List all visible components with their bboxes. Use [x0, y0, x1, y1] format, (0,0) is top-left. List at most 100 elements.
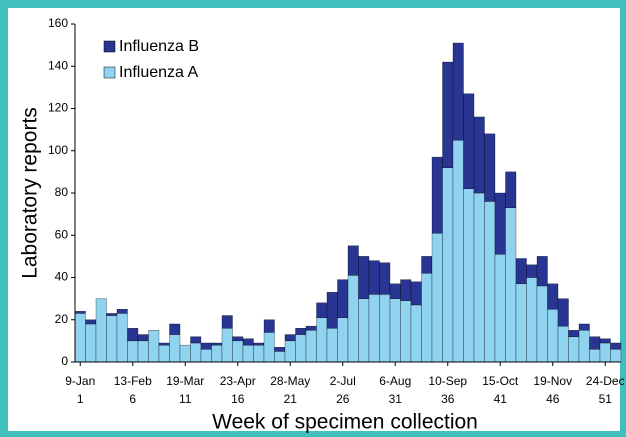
bar-segment	[337, 317, 349, 363]
x-tick-date: 19-Nov	[533, 374, 572, 388]
x-tick-label: 11	[179, 392, 192, 406]
bar-segment	[463, 93, 475, 189]
x-tick-date: 2-Jul	[330, 374, 356, 388]
x-axis-title: Week of specimen collection	[212, 411, 478, 434]
bar-segment	[85, 323, 97, 363]
bar-segment	[379, 262, 391, 295]
bar-segment	[263, 332, 275, 363]
bar-segment	[305, 325, 317, 331]
x-tick-label: 1	[77, 392, 84, 406]
bar-segment	[127, 328, 139, 342]
bar-segment	[610, 342, 622, 350]
bar-segment	[442, 167, 454, 363]
bar-segment	[410, 281, 422, 306]
bar-segment	[242, 338, 254, 346]
bar-segment	[116, 309, 128, 314]
bar-segment	[515, 283, 527, 363]
x-tick-label: 36	[441, 392, 455, 406]
bar-segment	[221, 328, 233, 363]
bar-segment	[484, 133, 496, 202]
bar-segment	[284, 334, 296, 342]
bar-segment	[295, 334, 307, 363]
bar-segment	[337, 279, 349, 318]
bar-segment	[484, 201, 496, 363]
bar-segment	[190, 336, 202, 344]
y-tick-label: 0	[61, 354, 68, 368]
bar-segment	[326, 328, 338, 363]
bar-segment	[578, 323, 590, 331]
bar-segment	[473, 192, 485, 363]
x-tick-date: 24-Dec	[586, 374, 625, 388]
bar-segment	[568, 336, 580, 363]
bar-segment	[389, 283, 401, 299]
bar-segment	[158, 342, 170, 346]
legend-swatch	[103, 40, 116, 53]
x-tick-label: 6	[129, 392, 136, 406]
bar-segment	[137, 340, 149, 363]
bar-segment	[190, 342, 202, 363]
bar-segment	[148, 330, 160, 363]
legend-text: Influenza B	[119, 38, 199, 55]
bar-segment	[74, 313, 86, 363]
x-tick-date: 15-Oct	[482, 374, 519, 388]
bar-segment	[452, 42, 464, 141]
bar-segment	[127, 340, 139, 363]
bar-segment	[379, 294, 391, 363]
bar-segment	[547, 309, 559, 363]
legend-swatch	[103, 66, 116, 79]
bar-segment	[578, 330, 590, 363]
bar-segment	[158, 344, 170, 363]
bar-segment	[358, 256, 370, 299]
bar-segment	[452, 140, 464, 363]
x-tick-label: 51	[599, 392, 613, 406]
x-tick-date: 13-Feb	[114, 374, 152, 388]
bar-segment	[421, 273, 433, 363]
bar-segment	[263, 319, 275, 333]
y-tick-label: 100	[48, 143, 68, 157]
bar-segment	[169, 334, 181, 363]
bar-segment	[274, 347, 286, 352]
bar-segment	[326, 292, 338, 329]
y-axis-title: Laboratory reports	[19, 107, 42, 279]
bar-segment	[463, 188, 475, 363]
x-tick-label: 31	[389, 392, 403, 406]
bar-segment	[221, 315, 233, 329]
bar-segment	[274, 351, 286, 363]
bar-segment	[494, 254, 506, 363]
bar-segment	[589, 336, 601, 350]
bar-segment	[368, 294, 380, 363]
bar-segment	[137, 334, 149, 342]
bar-segment	[400, 279, 412, 301]
bar-segment	[169, 323, 181, 335]
bar-segment	[232, 340, 244, 363]
bar-segment	[599, 342, 611, 363]
x-tick-date: 23-Apr	[220, 374, 256, 388]
bar-segment	[557, 298, 569, 327]
bar-segment	[106, 313, 118, 316]
bar-segment	[284, 340, 296, 363]
bar-segment	[473, 116, 485, 194]
bar-segment	[179, 344, 191, 363]
x-tick-date: 6-Aug	[379, 374, 411, 388]
bar-segment	[200, 349, 212, 363]
bar-segment	[526, 277, 538, 363]
x-tick-date: 19-Mar	[166, 374, 204, 388]
bar-segment	[95, 298, 107, 363]
bar-segment	[536, 256, 548, 287]
y-tick-label: 160	[48, 16, 68, 30]
y-tick-label: 120	[48, 101, 68, 115]
bar-segment	[389, 298, 401, 363]
bar-segment	[526, 264, 538, 278]
bar-segment	[431, 232, 443, 363]
legend-text: Influenza A	[119, 64, 199, 81]
x-tick-label: 16	[231, 392, 245, 406]
bar-segment	[347, 245, 359, 276]
bar-segment	[295, 328, 307, 335]
bar-segment	[368, 260, 380, 295]
bar-segment	[494, 192, 506, 255]
x-tick-label: 26	[336, 392, 350, 406]
bar-segment	[610, 349, 622, 363]
bar-segment	[116, 313, 128, 363]
x-tick-date: 28-May	[270, 374, 310, 388]
